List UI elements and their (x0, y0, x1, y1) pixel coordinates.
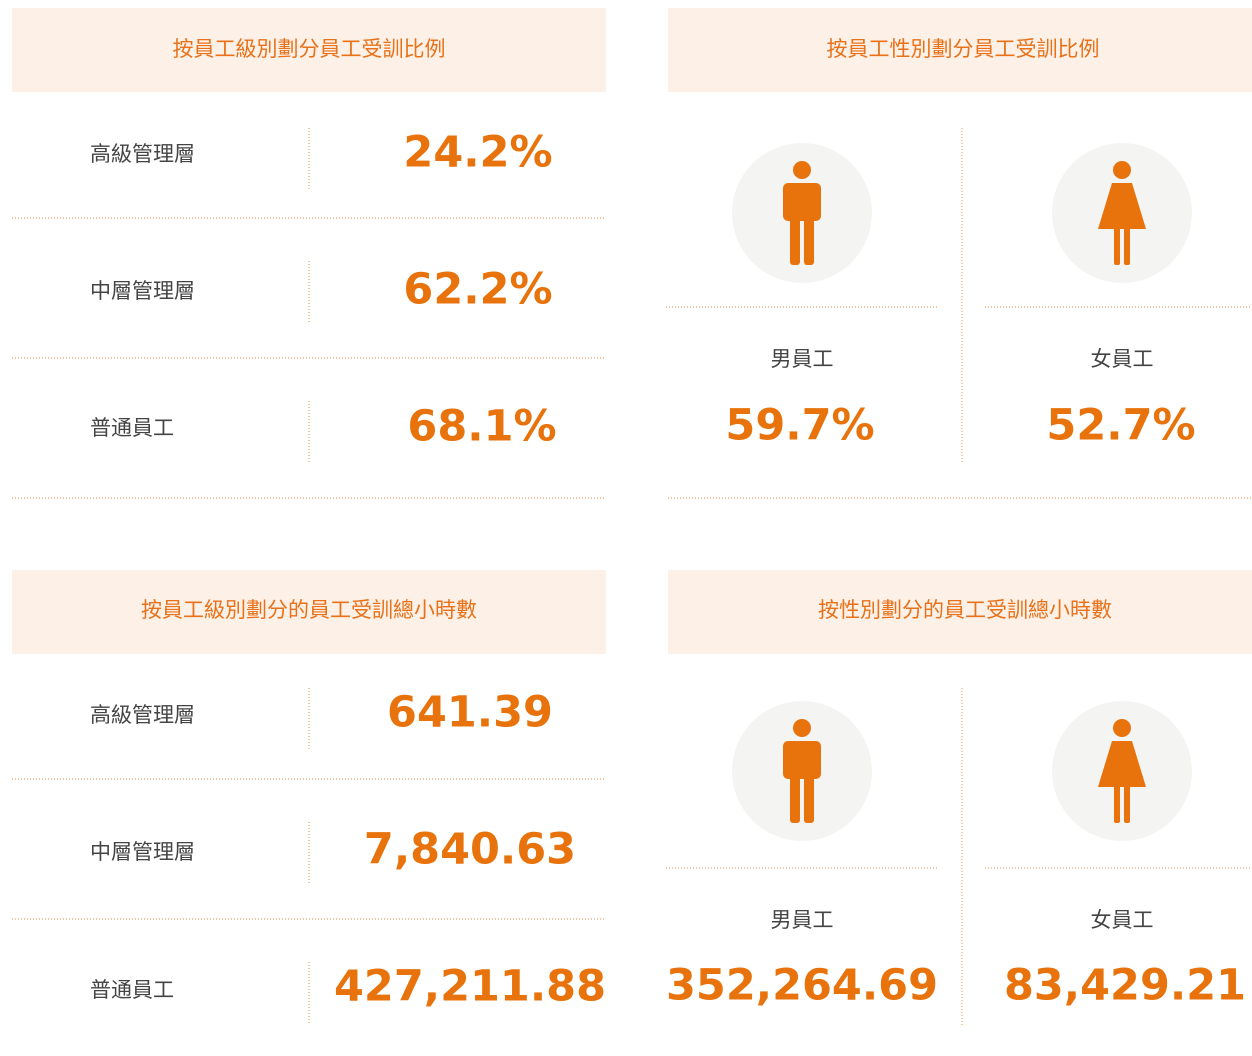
item-label: 男員工 (771, 347, 834, 371)
panel-title: 按員工級別劃分員工受訓比例 (173, 37, 446, 61)
item-label: 女員工 (1091, 347, 1154, 371)
row-value: 641.39 (387, 688, 553, 738)
row-label: 普通員工 (90, 416, 174, 440)
item-value: 52.7% (1046, 401, 1195, 451)
panel-header (12, 8, 606, 92)
dividers (666, 688, 1252, 1025)
row-value: 427,211.88 (334, 962, 606, 1012)
dividers (666, 128, 1252, 499)
row-value: 7,840.63 (364, 825, 576, 875)
panel-header (668, 8, 1252, 92)
row-value: 62.2% (403, 265, 552, 315)
panel-title: 按性別劃分的員工受訓總小時數 (818, 598, 1112, 622)
row-label: 中層管理層 (90, 279, 195, 303)
item-label: 女員工 (1091, 908, 1154, 932)
dividers (12, 688, 606, 1025)
item-label: 男員工 (771, 908, 834, 932)
item-value: 59.7% (725, 401, 874, 451)
row-value: 68.1% (407, 402, 556, 452)
row-label: 中層管理層 (90, 840, 195, 864)
row-value: 24.2% (403, 128, 552, 178)
panel-title: 按員工性別劃分員工受訓比例 (827, 37, 1100, 61)
panel-header (668, 570, 1252, 654)
panel-title: 按員工級別劃分的員工受訓總小時數 (141, 598, 477, 622)
item-value: 352,264.69 (666, 961, 938, 1011)
row-label: 普通員工 (90, 978, 174, 1002)
item-value: 83,429.21 (1004, 961, 1246, 1011)
panel-header (12, 570, 606, 654)
dividers (12, 128, 606, 499)
row-label: 高級管理層 (90, 142, 195, 166)
row-label: 高級管理層 (90, 703, 195, 727)
